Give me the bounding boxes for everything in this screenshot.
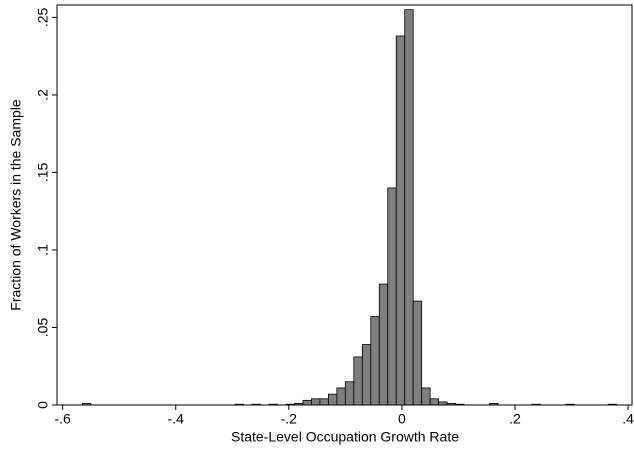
plot-frame — [56, 4, 633, 406]
bar — [353, 356, 363, 406]
bar — [311, 398, 321, 406]
y-tick-label: .25 — [35, 7, 51, 27]
bar — [370, 316, 380, 406]
x-tick-label: .2 — [509, 411, 521, 427]
x-tick-label: -.6 — [54, 411, 71, 427]
bar — [302, 399, 312, 406]
bar — [429, 398, 440, 406]
y-tick-label: .15 — [35, 163, 51, 183]
y-axis-title: Fraction of Workers in the Sample — [8, 99, 24, 311]
bar — [404, 9, 414, 406]
bar — [378, 283, 389, 406]
bar — [344, 381, 355, 406]
x-tick-label: -.4 — [168, 411, 185, 427]
bar — [421, 387, 431, 406]
bar — [412, 300, 423, 406]
bar — [336, 387, 346, 406]
y-tick-label: .05 — [35, 318, 51, 338]
y-tick-label: .1 — [35, 244, 51, 256]
y-tick-label: .2 — [35, 89, 51, 101]
bar — [361, 344, 372, 406]
bar — [327, 393, 338, 406]
bar — [319, 398, 329, 406]
bar — [387, 187, 397, 406]
x-axis-title: State-Level Occupation Growth Rate — [231, 429, 459, 445]
bar — [395, 35, 406, 406]
x-tick-label: -.2 — [281, 411, 298, 427]
x-tick-label: 0 — [398, 411, 406, 427]
x-tick-label: .4 — [622, 411, 634, 427]
y-tick-label: 0 — [35, 401, 51, 409]
